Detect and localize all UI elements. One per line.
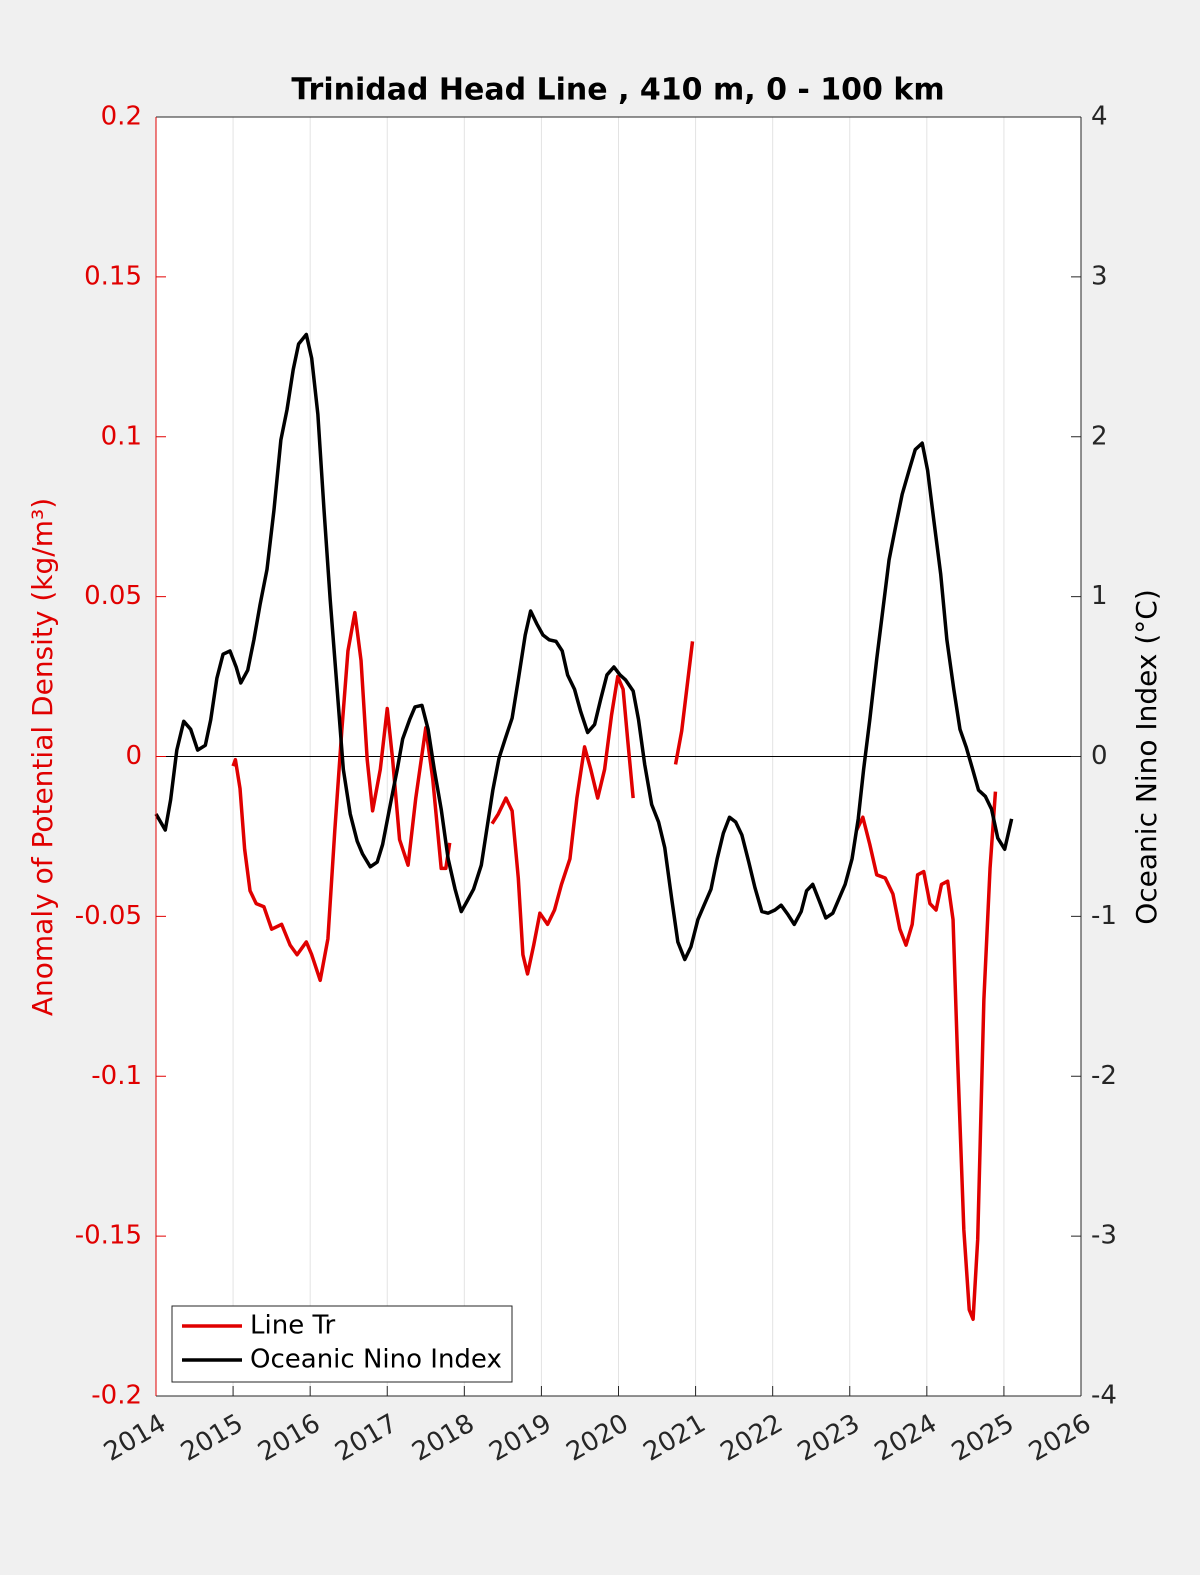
chart-title: Trinidad Head Line , 410 m, 0 - 100 km bbox=[291, 73, 944, 108]
y-tick-label: 0.2 bbox=[101, 102, 142, 132]
x-tick-label: 2014 bbox=[99, 1409, 171, 1468]
legend-label: Line Tr bbox=[250, 1311, 336, 1341]
x-tick-label: 2016 bbox=[253, 1409, 325, 1468]
y-tick-label: 0.15 bbox=[84, 261, 142, 291]
legend: Line Tr Oceanic Nino Index bbox=[171, 1305, 513, 1383]
y2-tick-label: -3 bbox=[1091, 1221, 1117, 1251]
y2-tick-label: -1 bbox=[1091, 901, 1117, 931]
y2-tick-label: 4 bbox=[1091, 102, 1108, 132]
x-tick-label: 2015 bbox=[176, 1409, 248, 1468]
y-tick-label: 0.1 bbox=[101, 421, 142, 451]
legend-box bbox=[171, 1305, 513, 1383]
lines bbox=[154, 332, 1014, 1322]
y2-tick-label: -2 bbox=[1091, 1061, 1117, 1091]
x-tick-label: 2022 bbox=[716, 1409, 788, 1468]
y2-tick-label: -4 bbox=[1091, 1381, 1117, 1411]
y2-tick-label: 2 bbox=[1091, 421, 1108, 451]
x-tick-label: 2023 bbox=[793, 1409, 865, 1468]
y-axis-label: Anomaly of Potential Density (kg/m³) bbox=[26, 498, 59, 1016]
x-tick-label: 2018 bbox=[407, 1409, 479, 1468]
grid bbox=[155, 117, 1082, 1396]
x-tick-label: 2024 bbox=[870, 1409, 942, 1468]
y-tick-label: -0.1 bbox=[91, 1061, 142, 1091]
x-tick-label: 2019 bbox=[484, 1409, 556, 1468]
y2-tick-label: 3 bbox=[1091, 261, 1108, 291]
legend-label: Oceanic Nino Index bbox=[250, 1345, 502, 1375]
y-tick-label: -0.15 bbox=[75, 1221, 142, 1251]
y-tick-label: 0.05 bbox=[84, 581, 142, 611]
x-tick-label: 2026 bbox=[1024, 1409, 1096, 1468]
y2-tick-label: 1 bbox=[1091, 581, 1108, 611]
x-tick-label: 2021 bbox=[639, 1409, 711, 1468]
y-tick-label: 0 bbox=[125, 741, 142, 771]
y-tick-label: -0.2 bbox=[91, 1381, 142, 1411]
y2-axis-label: Oceanic Nino Index (°C) bbox=[1130, 589, 1163, 925]
y-tick-label: -0.05 bbox=[75, 901, 142, 931]
x-tick-label: 2020 bbox=[561, 1409, 633, 1468]
axes: 2014 2015 2016 2017 2018 2019 2020 2021 2022 2023… bbox=[75, 102, 1117, 1468]
x-tick-label: 2025 bbox=[947, 1409, 1019, 1468]
y2-tick-label: 0 bbox=[1091, 741, 1108, 771]
series-line bbox=[154, 332, 1014, 962]
x-tick-label: 2017 bbox=[330, 1409, 402, 1468]
